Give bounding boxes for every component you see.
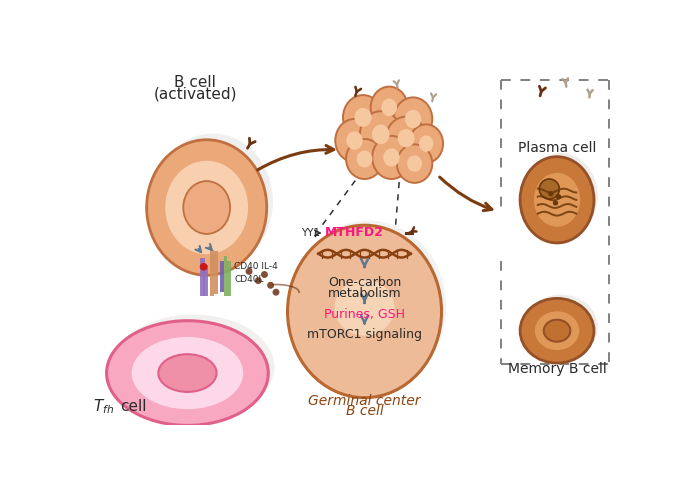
Ellipse shape: [147, 140, 266, 275]
Circle shape: [556, 194, 561, 199]
Ellipse shape: [382, 98, 397, 116]
Ellipse shape: [535, 311, 580, 350]
Circle shape: [255, 277, 262, 284]
Bar: [223, 256, 227, 296]
Circle shape: [267, 282, 274, 289]
Ellipse shape: [419, 135, 434, 152]
Circle shape: [261, 271, 268, 278]
Bar: [220, 261, 223, 292]
Ellipse shape: [158, 354, 216, 392]
Ellipse shape: [397, 144, 432, 183]
Bar: [203, 265, 208, 296]
Text: B cell: B cell: [346, 404, 384, 418]
Text: Germinal center: Germinal center: [308, 394, 421, 408]
Ellipse shape: [132, 337, 243, 409]
Ellipse shape: [534, 173, 580, 227]
Ellipse shape: [334, 280, 395, 336]
Ellipse shape: [184, 181, 230, 234]
Circle shape: [200, 263, 208, 271]
Ellipse shape: [539, 179, 560, 199]
Ellipse shape: [347, 131, 363, 150]
Ellipse shape: [292, 221, 446, 393]
Ellipse shape: [288, 225, 442, 398]
Ellipse shape: [405, 110, 421, 128]
Ellipse shape: [165, 161, 248, 254]
Ellipse shape: [397, 129, 414, 147]
Ellipse shape: [107, 321, 269, 425]
Ellipse shape: [520, 298, 594, 363]
Ellipse shape: [409, 124, 443, 163]
Text: MTHFD2: MTHFD2: [325, 227, 384, 239]
Text: mTORC1 signaling: mTORC1 signaling: [307, 328, 422, 341]
Circle shape: [245, 268, 253, 275]
Bar: [214, 251, 219, 294]
Text: CD40 IL-4: CD40 IL-4: [234, 262, 278, 272]
Text: cell: cell: [120, 400, 146, 414]
Ellipse shape: [520, 157, 594, 243]
Ellipse shape: [357, 151, 373, 167]
Bar: [210, 250, 214, 296]
Ellipse shape: [407, 155, 422, 172]
Ellipse shape: [372, 136, 411, 179]
Ellipse shape: [524, 294, 598, 359]
Text: metabolism: metabolism: [327, 287, 401, 300]
Text: Purines, GSH: Purines, GSH: [324, 308, 405, 321]
Text: One-carbon: One-carbon: [328, 276, 401, 290]
Bar: [200, 258, 205, 296]
Ellipse shape: [153, 133, 273, 269]
Ellipse shape: [355, 108, 371, 127]
Text: YY1: YY1: [301, 228, 321, 238]
Ellipse shape: [335, 119, 374, 162]
Text: Plasma cell: Plasma cell: [518, 141, 596, 155]
Ellipse shape: [113, 315, 275, 419]
Text: CD40L: CD40L: [234, 275, 264, 283]
Ellipse shape: [394, 98, 432, 141]
Text: (activated): (activated): [153, 87, 237, 102]
Text: Memory B cell: Memory B cell: [508, 362, 606, 376]
Ellipse shape: [544, 320, 571, 342]
Ellipse shape: [371, 87, 408, 128]
Text: B cell: B cell: [174, 75, 216, 89]
Text: $T_{fh}$: $T_{fh}$: [93, 398, 114, 416]
Ellipse shape: [343, 95, 383, 140]
Ellipse shape: [524, 153, 598, 239]
Ellipse shape: [372, 125, 390, 144]
Circle shape: [273, 289, 279, 296]
Ellipse shape: [360, 111, 401, 157]
Ellipse shape: [346, 139, 383, 179]
Bar: [227, 261, 232, 296]
Circle shape: [548, 191, 553, 196]
Circle shape: [553, 200, 558, 206]
Ellipse shape: [384, 148, 399, 167]
Ellipse shape: [386, 117, 426, 160]
